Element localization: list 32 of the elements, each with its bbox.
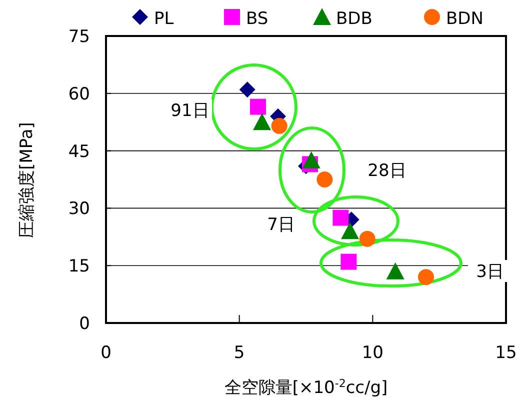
legend-label: BDN [446,9,484,29]
y-tick-label: 0 [79,314,90,334]
point [239,82,256,98]
legend-label: BS [246,9,268,29]
x-tick-label: 0 [100,343,112,363]
point [359,230,376,247]
point [271,118,288,134]
legend-label: BDB [336,9,372,29]
legend-label: PL [154,9,174,29]
y-axis-title: 圧縮強度[MPa] [17,122,37,238]
y-tick-label: 15 [68,256,90,277]
annotation: 91日 [170,101,210,121]
annotation: 3日 [476,262,504,282]
point [250,98,266,115]
point [418,269,434,286]
y-tick-label: 60 [68,84,90,104]
point [253,113,271,130]
point [341,222,359,240]
y-tick-label: 30 [68,199,90,220]
x-tick-label: 10 [362,343,384,363]
point [316,172,333,188]
x-tick-label: 15 [495,343,517,363]
point [332,210,349,226]
point [302,151,320,168]
x-axis-title: 全空隙量[×10$^{-2}$cc/g] [224,376,388,398]
y-tick-label: 45 [68,142,90,162]
x-tick-label: 5 [234,343,245,363]
point [386,262,404,280]
y-tick-label: 75 [68,27,90,47]
annotation: 28日 [368,161,406,181]
annotation: 7日 [267,215,295,235]
point [340,254,357,270]
